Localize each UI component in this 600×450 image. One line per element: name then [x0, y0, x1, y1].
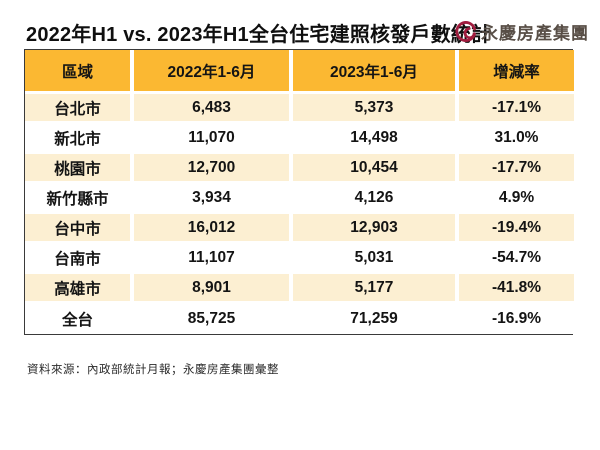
change-cell: 31.0% — [459, 124, 574, 154]
value-2022-cell: 8,901 — [134, 274, 293, 304]
value-2022-cell: 12,700 — [134, 154, 293, 184]
change-cell: -54.7% — [459, 244, 574, 274]
region-cell: 全台 — [25, 304, 134, 334]
column-header-2023: 2023年1-6月 — [293, 50, 459, 94]
table-row: 高雄市 8,901 5,177 -41.8% — [25, 274, 574, 304]
value-2022-cell: 11,107 — [134, 244, 293, 274]
change-cell: -17.1% — [459, 94, 574, 124]
brand-name: 永慶房產集團 — [481, 24, 589, 43]
value-2022-cell: 85,725 — [134, 304, 293, 334]
table-row: 新竹縣市 3,934 4,126 4.9% — [25, 184, 574, 214]
yungching-spiral-g-icon — [454, 20, 477, 43]
value-2023-cell: 10,454 — [293, 154, 459, 184]
stats-table: 區域 2022年1-6月 2023年1-6月 增減率 台北市 6,483 5,3… — [25, 50, 574, 334]
value-2023-cell: 5,031 — [293, 244, 459, 274]
value-2022-cell: 11,070 — [134, 124, 293, 154]
change-cell: -16.9% — [459, 304, 574, 334]
value-2023-cell: 71,259 — [293, 304, 459, 334]
region-cell: 台北市 — [25, 94, 134, 124]
value-2022-cell: 16,012 — [134, 214, 293, 244]
region-cell: 新竹縣市 — [25, 184, 134, 214]
value-2023-cell: 5,177 — [293, 274, 459, 304]
header-row: 區域 2022年1-6月 2023年1-6月 增減率 — [25, 50, 574, 94]
value-2022-cell: 3,934 — [134, 184, 293, 214]
column-header-change: 增減率 — [459, 50, 574, 94]
change-cell: -19.4% — [459, 214, 574, 244]
table-row-total: 全台 85,725 71,259 -16.9% — [25, 304, 574, 334]
column-header-region: 區域 — [25, 50, 134, 94]
table-row: 桃園市 12,700 10,454 -17.7% — [25, 154, 574, 184]
page-title: 2022年H1 vs. 2023年H1全台住宅建照核發戶數統計 — [26, 24, 492, 46]
column-header-2022: 2022年1-6月 — [134, 50, 293, 94]
region-cell: 桃園市 — [25, 154, 134, 184]
value-2022-cell: 6,483 — [134, 94, 293, 124]
value-2023-cell: 4,126 — [293, 184, 459, 214]
region-cell: 台中市 — [25, 214, 134, 244]
region-cell: 新北市 — [25, 124, 134, 154]
region-cell: 台南市 — [25, 244, 134, 274]
brand-logo: 永慶房產集團 — [454, 19, 589, 44]
region-cell: 高雄市 — [25, 274, 134, 304]
change-cell: 4.9% — [459, 184, 574, 214]
value-2023-cell: 14,498 — [293, 124, 459, 154]
stats-table-container: 區域 2022年1-6月 2023年1-6月 增減率 台北市 6,483 5,3… — [24, 49, 574, 335]
source-note: 資料來源：內政部統計月報；永慶房產集團彙整 — [27, 364, 279, 376]
value-2023-cell: 5,373 — [293, 94, 459, 124]
change-cell: -17.7% — [459, 154, 574, 184]
table-row: 台北市 6,483 5,373 -17.1% — [25, 94, 574, 124]
table-row: 新北市 11,070 14,498 31.0% — [25, 124, 574, 154]
value-2023-cell: 12,903 — [293, 214, 459, 244]
change-cell: -41.8% — [459, 274, 574, 304]
table-row: 台中市 16,012 12,903 -19.4% — [25, 214, 574, 244]
table-row: 台南市 11,107 5,031 -54.7% — [25, 244, 574, 274]
